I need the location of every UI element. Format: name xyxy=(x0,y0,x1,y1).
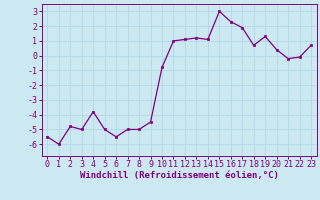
X-axis label: Windchill (Refroidissement éolien,°C): Windchill (Refroidissement éolien,°C) xyxy=(80,171,279,180)
